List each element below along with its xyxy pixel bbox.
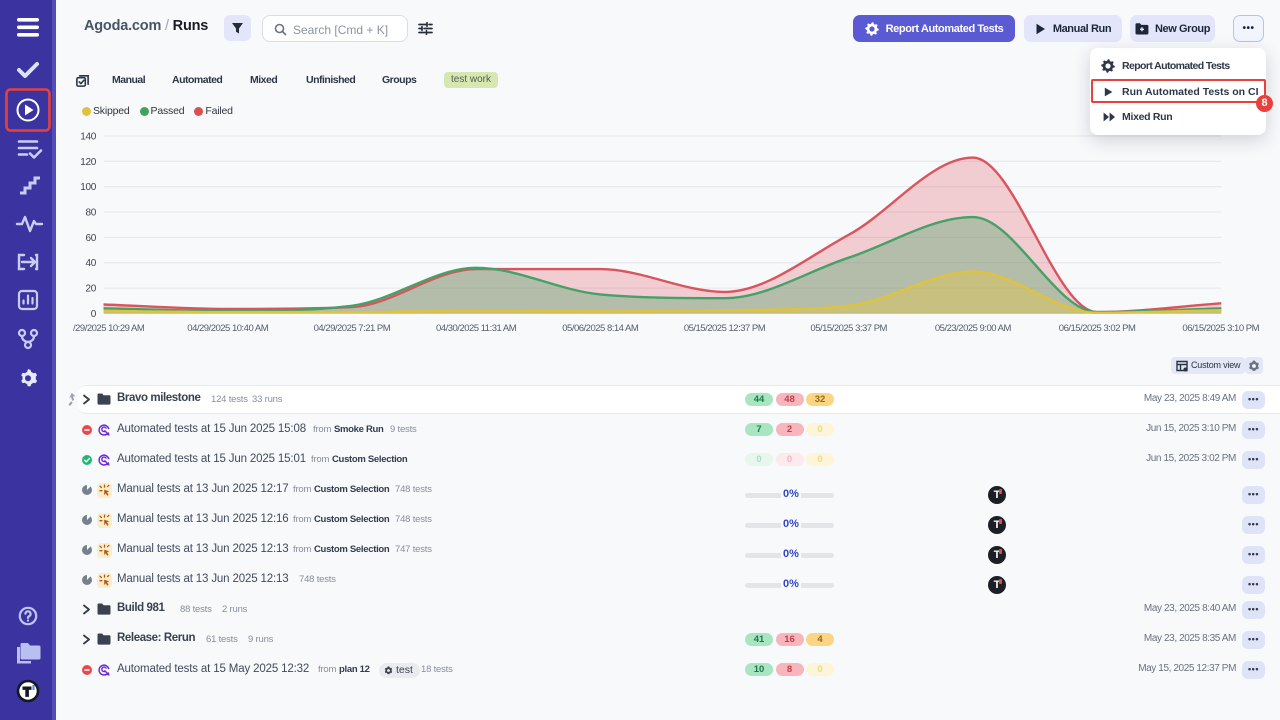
svg-text:/29/2025 10:29 AM: /29/2025 10:29 AM [73, 323, 145, 334]
svg-text:04/30/2025 11:31 AM: 04/30/2025 11:31 AM [436, 323, 517, 334]
svg-text:60: 60 [85, 233, 96, 244]
svg-text:06/15/2025 3:10 PM: 06/15/2025 3:10 PM [1182, 323, 1259, 334]
svg-text:06/15/2025 3:02 PM: 06/15/2025 3:02 PM [1059, 323, 1136, 334]
svg-text:100: 100 [80, 182, 97, 193]
svg-text:20: 20 [85, 284, 96, 295]
svg-text:04/29/2025 10:40 AM: 04/29/2025 10:40 AM [187, 323, 268, 334]
svg-text:04/29/2025 7:21 PM: 04/29/2025 7:21 PM [314, 323, 391, 334]
svg-text:140: 140 [80, 132, 97, 143]
svg-text:05/15/2025 12:37 PM: 05/15/2025 12:37 PM [684, 323, 766, 334]
svg-text:0: 0 [91, 309, 97, 320]
svg-text:05/23/2025 9:00 AM: 05/23/2025 9:00 AM [935, 323, 1012, 334]
svg-text:40: 40 [85, 258, 96, 269]
svg-text:05/06/2025 8:14 AM: 05/06/2025 8:14 AM [562, 323, 639, 334]
svg-text:80: 80 [85, 208, 96, 219]
svg-text:05/15/2025 3:37 PM: 05/15/2025 3:37 PM [810, 323, 887, 334]
svg-text:120: 120 [80, 157, 97, 168]
